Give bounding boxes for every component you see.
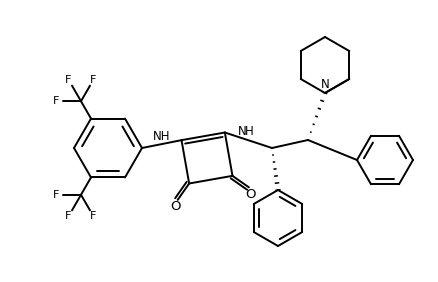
Text: F: F: [65, 74, 72, 85]
Text: F: F: [53, 96, 59, 106]
Text: F: F: [90, 74, 97, 85]
Text: F: F: [90, 212, 97, 221]
Text: O: O: [246, 188, 256, 201]
Text: N: N: [238, 125, 247, 138]
Text: F: F: [65, 212, 72, 221]
Text: H: H: [245, 125, 254, 138]
Text: O: O: [170, 201, 181, 213]
Text: NH: NH: [153, 129, 170, 143]
Text: F: F: [53, 190, 59, 200]
Text: N: N: [321, 78, 329, 91]
